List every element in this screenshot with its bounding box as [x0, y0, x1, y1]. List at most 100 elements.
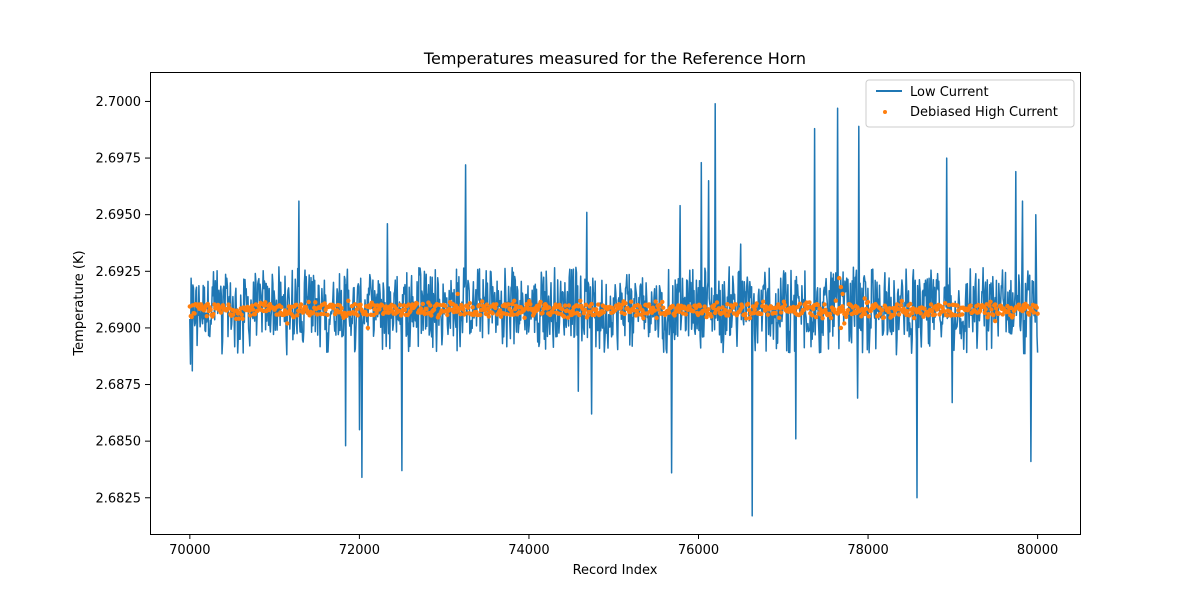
scatter-point: [528, 302, 533, 307]
scatter-point: [709, 314, 714, 319]
scatter-point: [905, 309, 910, 314]
x-tick-label: 72000: [339, 543, 380, 558]
scatter-point: [240, 316, 245, 321]
scatter-point: [968, 303, 973, 308]
scatter-point: [239, 312, 244, 317]
scatter-point: [295, 313, 300, 318]
scatter-point: [589, 301, 594, 307]
scatter-point: [429, 313, 434, 318]
scatter-point: [522, 315, 527, 320]
scatter-point: [443, 303, 448, 309]
scatter-point: [218, 310, 224, 315]
scatter-point: [294, 302, 299, 307]
scatter-point: [879, 308, 885, 313]
scatter-point: [431, 307, 437, 312]
legend: Low Current Debiased High Current: [865, 79, 1075, 128]
scatter-point: [1006, 309, 1011, 314]
scatter-point: [583, 302, 589, 307]
scatter-point: [877, 311, 883, 317]
scatter-point: [629, 299, 634, 304]
scatter-point: [622, 311, 627, 317]
scatter-point: [653, 299, 658, 304]
scatter-point: [818, 312, 823, 317]
scatter-point: [478, 312, 483, 318]
scatter-point-outlier: [840, 291, 845, 297]
scatter-point: [506, 302, 511, 307]
scatter-point: [908, 301, 913, 307]
x-tick-label: 70000: [169, 543, 210, 558]
scatter-point: [694, 305, 699, 310]
scatter-point: [892, 312, 897, 317]
scatter-point: [844, 314, 849, 320]
scatter-point: [807, 300, 812, 305]
scatter-point: [596, 302, 601, 307]
scatter-point: [777, 315, 782, 320]
scatter-point: [582, 307, 588, 312]
scatter-point: [1016, 302, 1021, 307]
scatter-point: [654, 315, 659, 321]
y-axis-label: Temperature (K): [72, 250, 87, 356]
scatter-point: [402, 307, 408, 313]
x-axis-label: Record Index: [573, 563, 658, 578]
scatter-point: [820, 316, 825, 321]
scatter-point-outlier: [455, 291, 460, 297]
scatter-point: [747, 315, 753, 321]
scatter-point: [331, 303, 337, 308]
scatter-point: [315, 312, 320, 317]
series-debiased-high-current-points: [187, 275, 1040, 331]
scatter-point: [944, 313, 950, 318]
scatter-point: [406, 302, 411, 307]
scatter-point: [706, 307, 711, 312]
scatter-point-outlier: [993, 318, 998, 324]
scatter-point: [991, 312, 996, 318]
scatter-point: [463, 311, 468, 316]
scatter-point: [428, 303, 433, 308]
scatter-point: [249, 303, 255, 308]
scatter-point: [773, 310, 778, 316]
scatter-point: [759, 311, 764, 317]
scatter-point: [1026, 312, 1032, 317]
scatter-point: [311, 310, 316, 315]
scatter-point: [322, 301, 327, 306]
scatter-point: [510, 301, 515, 307]
y-tick-label: 2.6875: [96, 378, 142, 393]
scatter-point: [743, 311, 748, 317]
scatter-point: [827, 311, 833, 317]
scatter-point: [943, 301, 948, 306]
scatter-point-outlier: [365, 325, 371, 331]
x-tick-label: 80000: [1017, 543, 1058, 558]
plot-frame: [150, 72, 1081, 535]
x-tick-label: 76000: [678, 543, 719, 558]
scatter-point: [313, 300, 318, 305]
scatter-point: [989, 307, 994, 312]
scatter-point: [1010, 313, 1016, 318]
scatter-point: [815, 302, 821, 308]
scatter-point: [723, 307, 728, 313]
scatter-point: [352, 302, 358, 307]
scatter-point: [566, 303, 572, 308]
scatter-point: [840, 304, 845, 309]
scatter-point: [226, 302, 231, 307]
scatter-point: [550, 310, 556, 315]
scatter-point: [306, 299, 311, 305]
scatter-point: [691, 309, 696, 314]
scatter-point: [358, 302, 363, 307]
scatter-point: [585, 313, 590, 318]
scatter-point: [1034, 305, 1039, 310]
scatter-point: [725, 302, 730, 307]
scatter-point: [220, 303, 226, 308]
scatter-point: [776, 302, 781, 307]
scatter-point: [752, 307, 757, 312]
scatter-point: [666, 310, 672, 315]
scatter-point: [540, 310, 545, 316]
scatter-point: [346, 298, 351, 303]
scatter-point: [865, 299, 871, 305]
scatter-point: [303, 304, 308, 310]
scatter-point: [479, 307, 484, 313]
scatter-point: [321, 311, 326, 317]
scatter-point: [372, 307, 377, 312]
scatter-point: [702, 304, 707, 309]
scatter-point: [420, 301, 425, 307]
scatter-point: [483, 311, 489, 317]
